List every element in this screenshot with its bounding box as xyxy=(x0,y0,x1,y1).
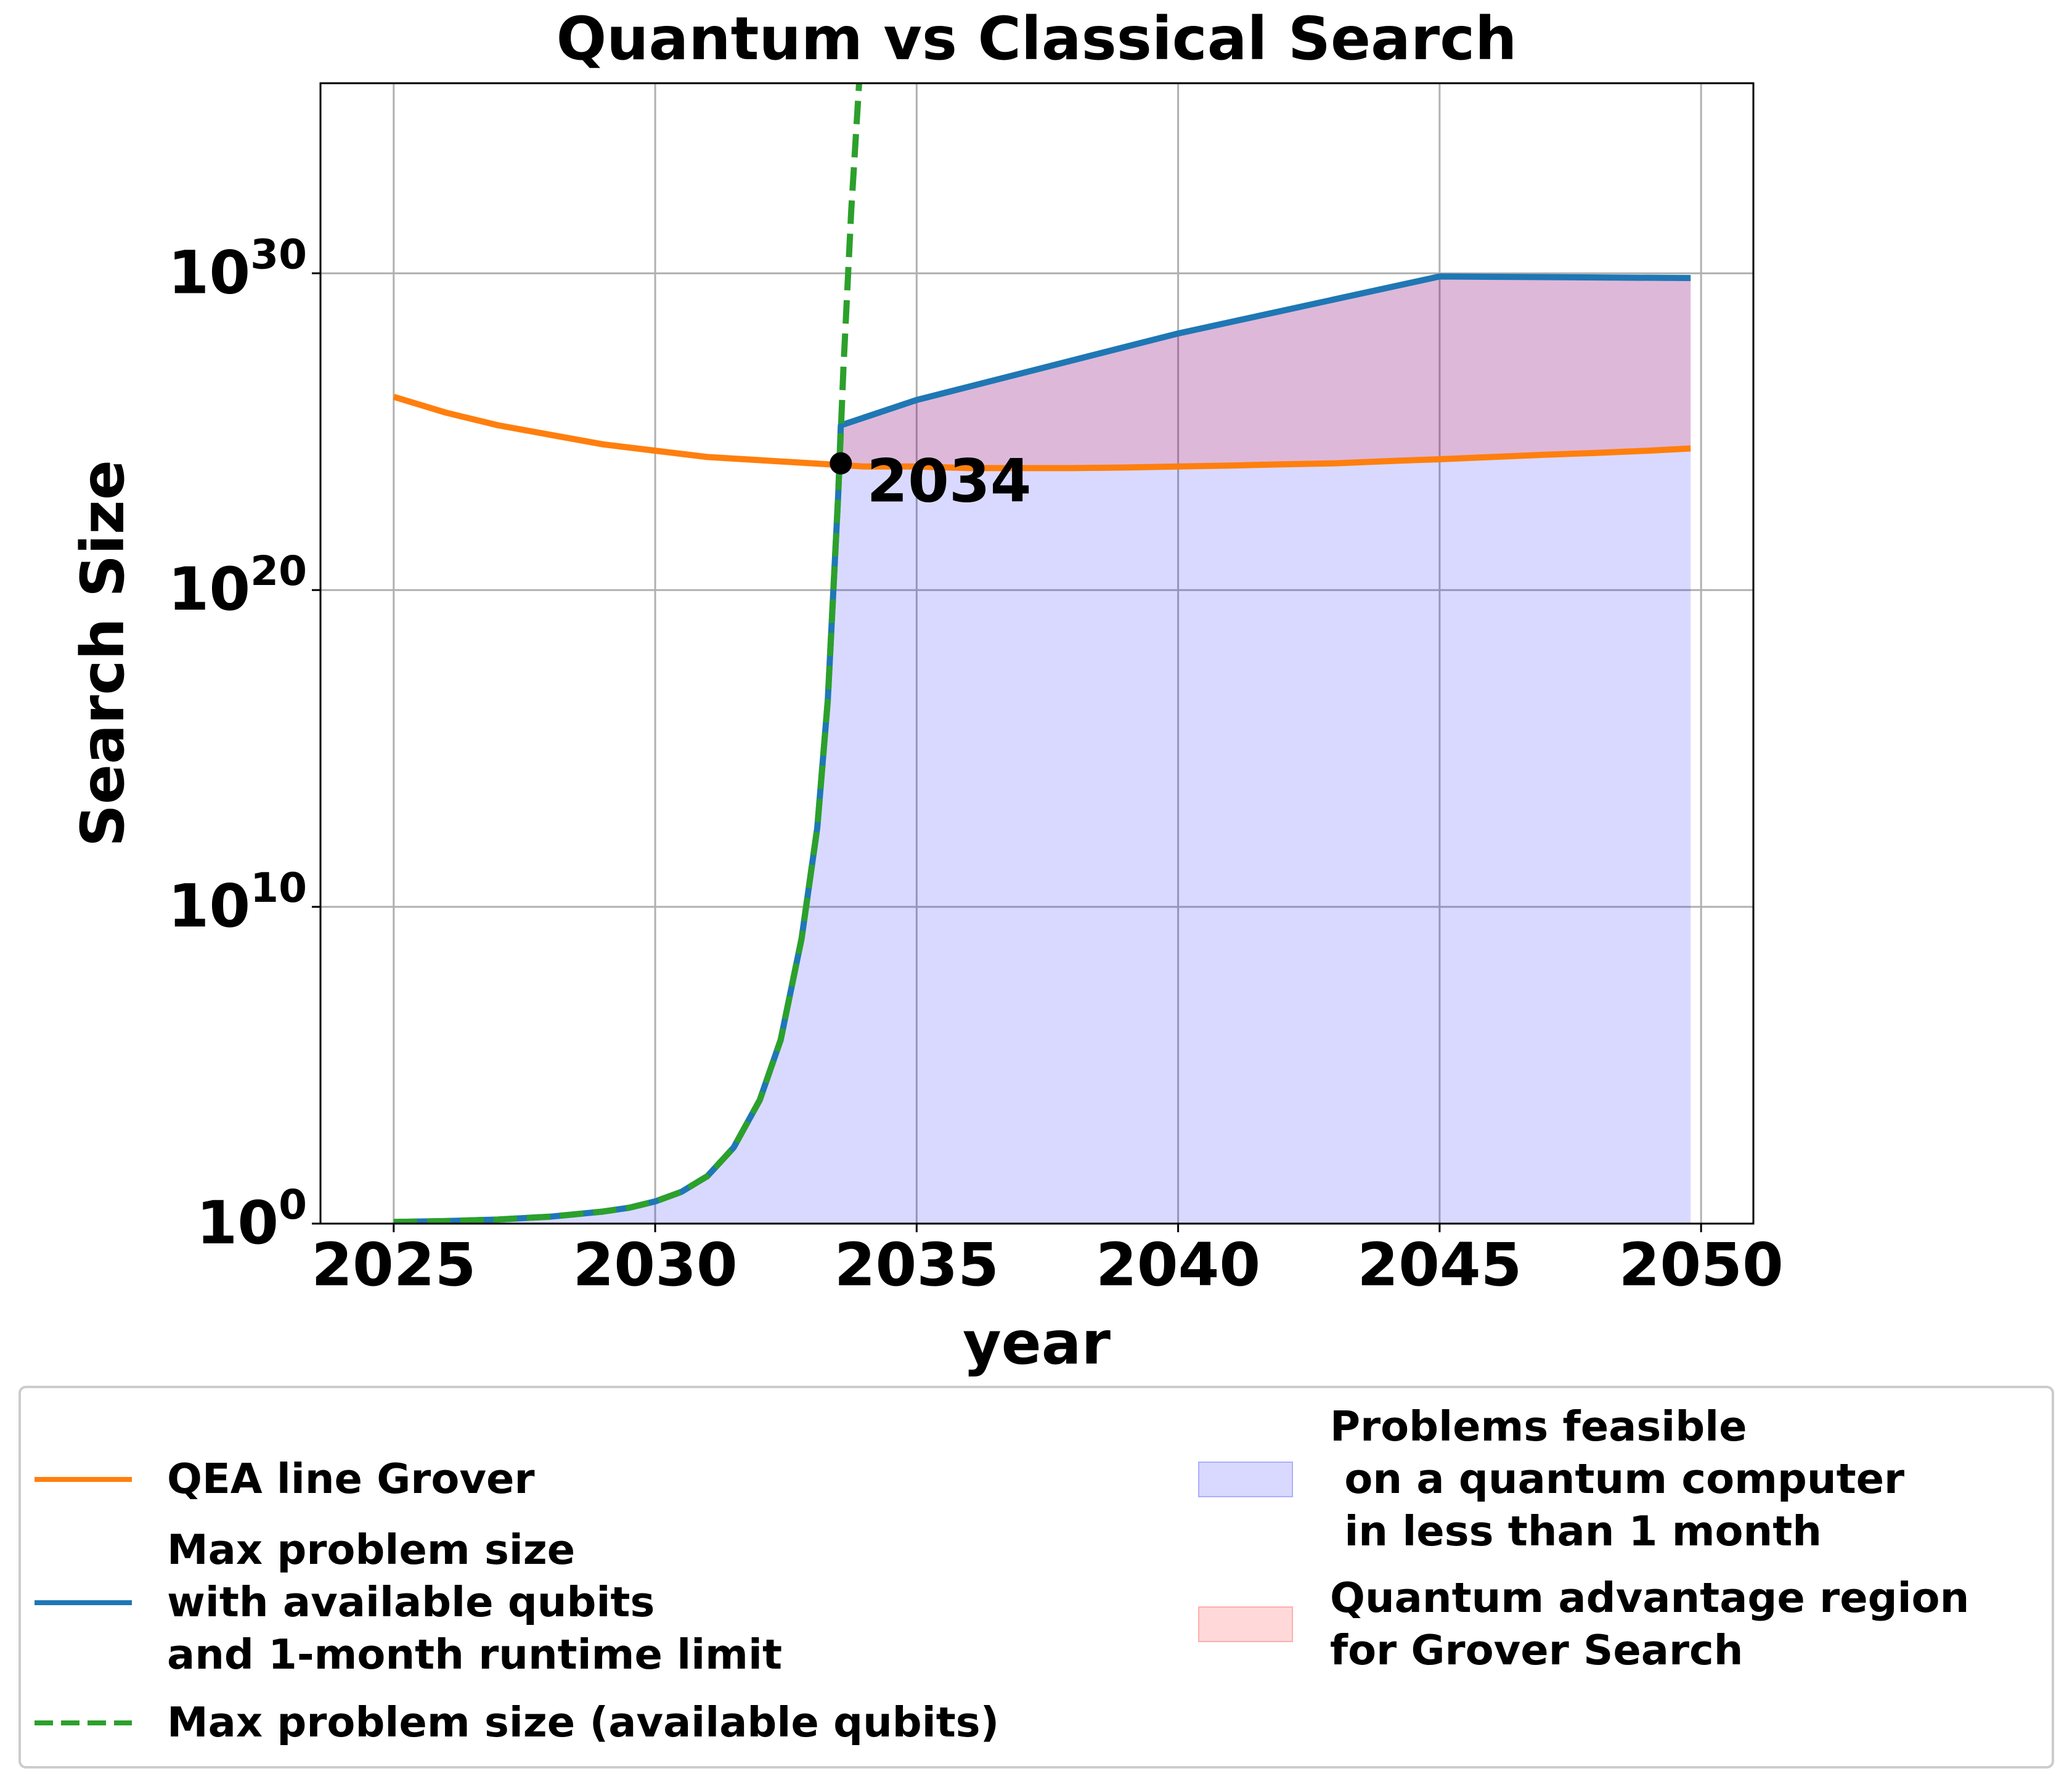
region-quantum-advantage xyxy=(841,276,1691,468)
legend-label-feasible: Problems feasible on a quantum computer … xyxy=(1330,1402,1905,1555)
gridlines xyxy=(320,83,1753,1224)
legend-handle-max-qubits xyxy=(35,1720,132,1725)
x-axis-label: year xyxy=(963,1309,1111,1378)
legend-item-qea: QEA line Grover xyxy=(35,1453,535,1505)
legend-handle-max-runtime xyxy=(35,1600,132,1605)
y-axis-label: Search Size xyxy=(68,460,137,847)
x-tick-label: 2045 xyxy=(1357,1230,1522,1299)
legend-label-advantage: Quantum advantage region for Grover Sear… xyxy=(1330,1574,1970,1674)
series-lines xyxy=(393,83,1691,1224)
x-tick-label: 2050 xyxy=(1619,1230,1784,1299)
legend-handle-qea xyxy=(35,1476,132,1482)
x-tick-label: 2025 xyxy=(311,1230,476,1299)
region-fills xyxy=(393,276,1691,1224)
legend-item-max-runtime: Max problem size with available qubits a… xyxy=(35,1524,782,1681)
y-tick-label: 1020 xyxy=(168,547,307,624)
y-tick-label: 1030 xyxy=(168,231,307,307)
axes: 2025 2030 2035 2040 2045 2050 100 1010 1020 1030 xyxy=(168,231,1784,1299)
legend-patch-feasible xyxy=(1198,1461,1293,1497)
legend-patch-advantage xyxy=(1198,1606,1293,1642)
legend-item-advantage: Quantum advantage region for Grover Sear… xyxy=(1198,1572,1969,1677)
series-line-qea-grover xyxy=(393,393,1691,472)
plot-area-frame xyxy=(319,82,1755,1225)
annotation-marker xyxy=(830,452,852,475)
legend-label-max-qubits: Max problem size (available qubits) xyxy=(167,1698,1000,1746)
x-tick-label: 2030 xyxy=(573,1230,737,1299)
region-feasible xyxy=(393,276,1691,1224)
legend-item-max-qubits: Max problem size (available qubits) xyxy=(35,1696,999,1749)
y-tick-label: 100 xyxy=(196,1181,307,1258)
annotation-layer: 2034 xyxy=(830,447,1031,516)
legend-label-qea: QEA line Grover xyxy=(167,1455,535,1503)
legend: QEA line Grover Max problem size with av… xyxy=(18,1386,2054,1769)
legend-label-max-runtime: Max problem size with available qubits a… xyxy=(167,1526,782,1679)
y-tick-label: 1010 xyxy=(168,864,307,941)
annotation-label: 2034 xyxy=(867,447,1031,516)
legend-item-feasible: Problems feasible on a quantum computer … xyxy=(1198,1401,1904,1558)
x-tick-label: 2040 xyxy=(1096,1230,1260,1299)
chart-title: Quantum vs Classical Search xyxy=(557,4,1517,73)
x-tick-label: 2035 xyxy=(834,1230,999,1299)
